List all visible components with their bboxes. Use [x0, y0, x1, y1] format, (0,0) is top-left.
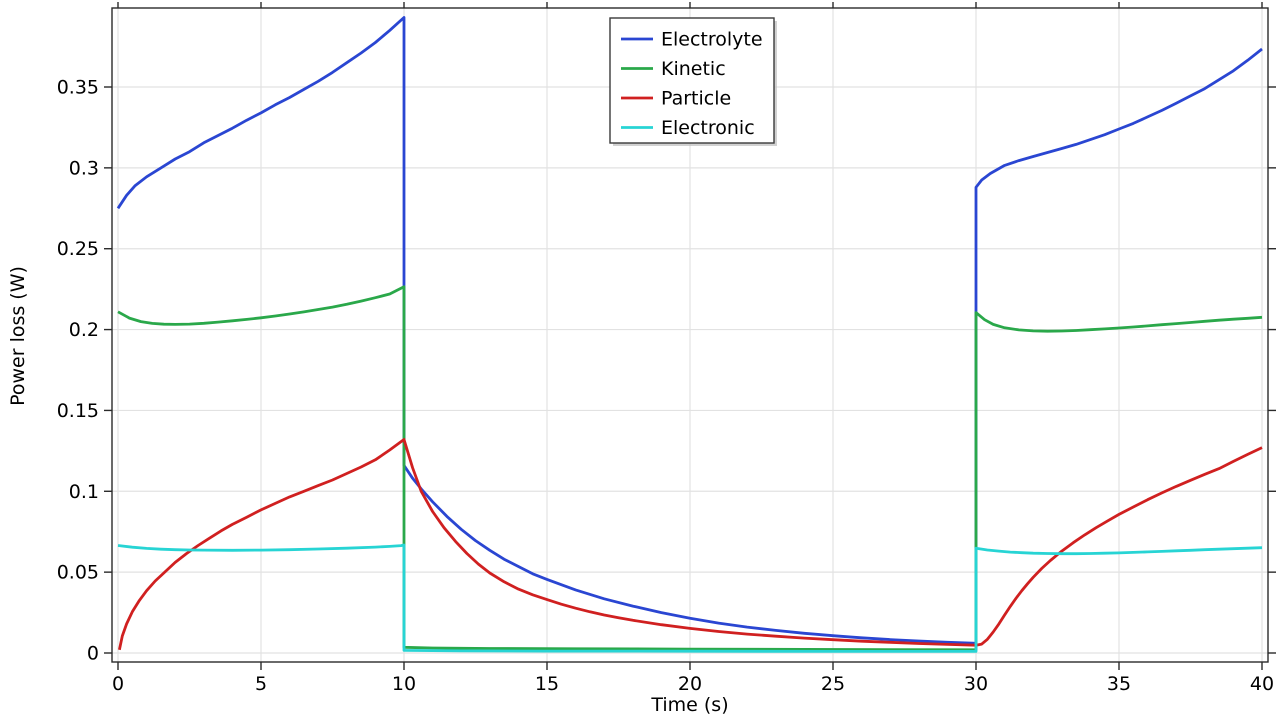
series-line-electronic	[117, 543, 1263, 653]
y-tick-label: 0.15	[57, 400, 99, 422]
legend-label-kinetic: Kinetic	[661, 58, 726, 80]
series-line-particle	[118, 438, 1263, 651]
x-tick-label: 10	[392, 673, 416, 695]
x-tick-label: 40	[1250, 673, 1274, 695]
series-layer	[116, 16, 1263, 653]
series-line-kinetic	[117, 285, 1263, 652]
x-tick-label: 15	[535, 673, 559, 695]
legend-label-electronic: Electronic	[661, 117, 755, 139]
x-tick-label: 25	[821, 673, 845, 695]
y-axis-title: Power loss (W)	[7, 266, 29, 406]
x-tick-label: 0	[112, 673, 124, 695]
legend-label-particle: Particle	[661, 88, 731, 110]
y-tick-label: 0.1	[69, 481, 99, 503]
x-tick-label: 30	[964, 673, 988, 695]
x-tick-label: 20	[678, 673, 702, 695]
y-tick-label: 0.35	[57, 77, 99, 99]
y-tick-label: 0	[87, 643, 99, 665]
tick-layer: 0 5 10 15 20 25 30 35 40 0 0.05 0.1 0.15 0.2 0.25 0.3 0.…	[57, 2, 1276, 695]
legend: Electrolyte Kinetic Particle Electronic	[609, 17, 777, 146]
y-tick-label: 0.05	[57, 562, 99, 584]
y-tick-label: 0.3	[69, 157, 99, 179]
x-axis-title: Time (s)	[650, 694, 728, 716]
legend-label-electrolyte: Electrolyte	[661, 29, 763, 51]
x-tick-label: 5	[255, 673, 267, 695]
x-tick-label: 35	[1107, 673, 1131, 695]
series-line-electrolyte	[116, 16, 1263, 645]
y-tick-label: 0.25	[57, 238, 99, 260]
y-tick-label: 0.2	[69, 319, 99, 341]
